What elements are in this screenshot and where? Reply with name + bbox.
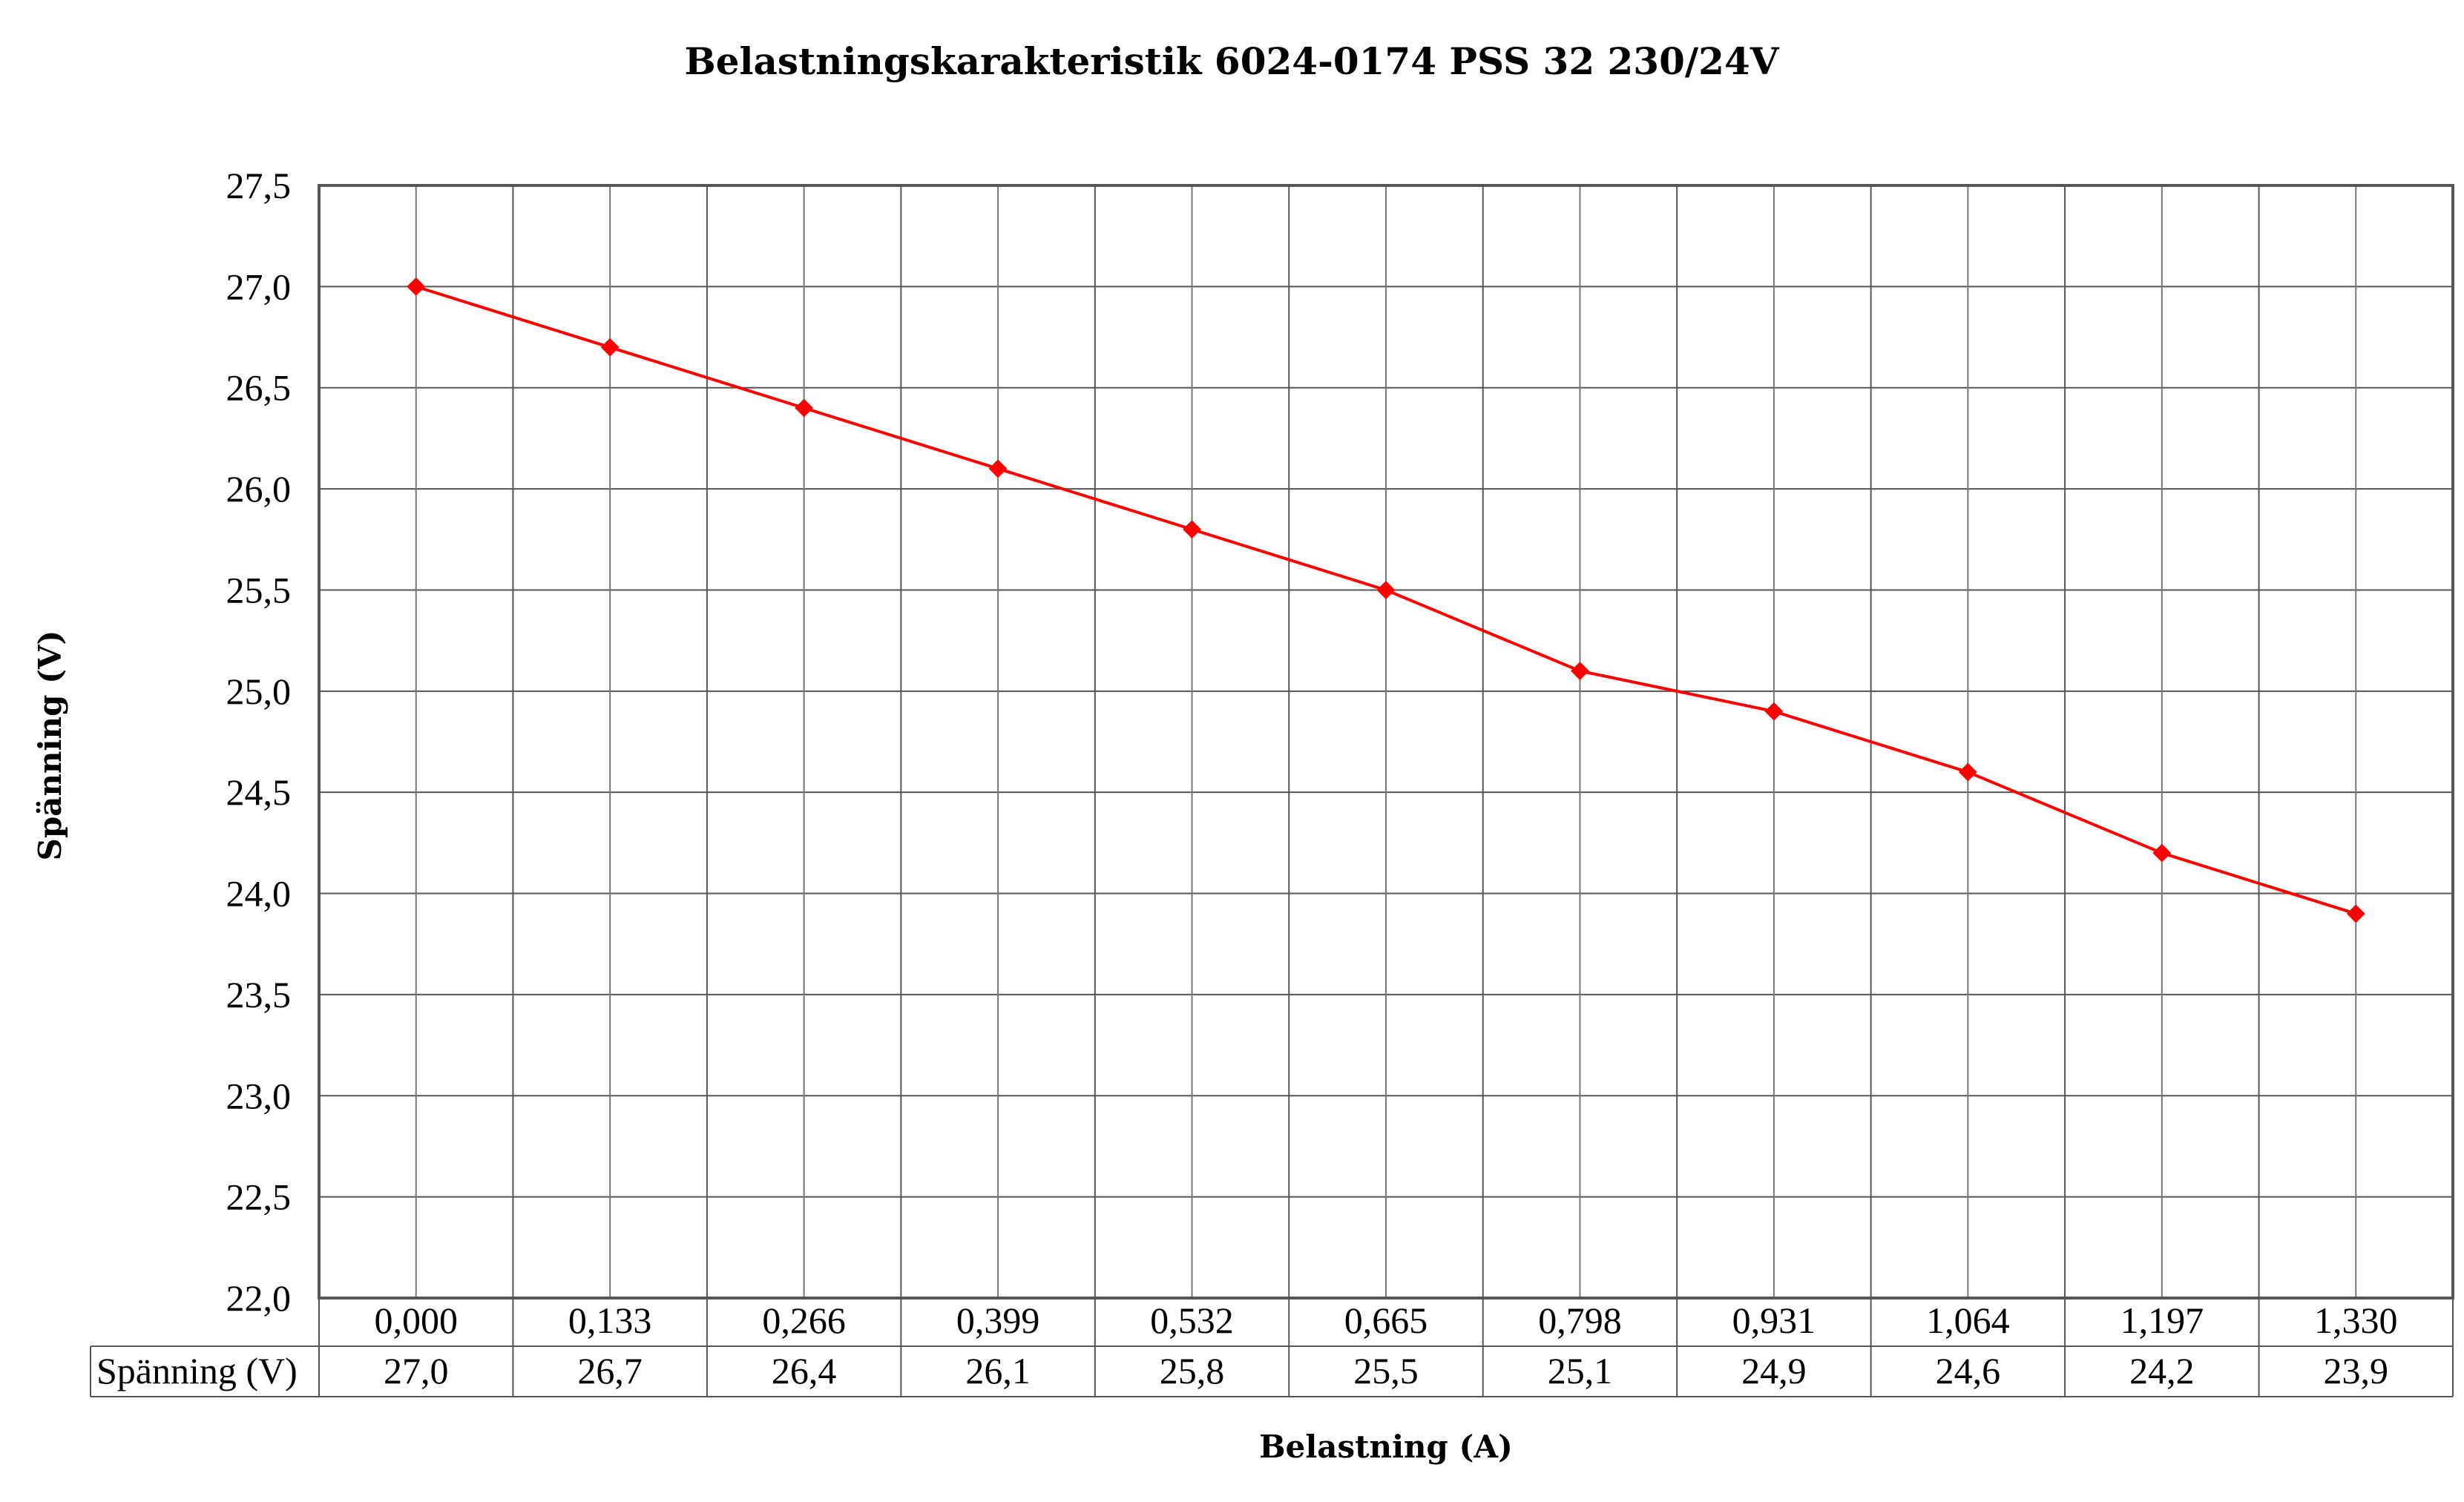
data-point-marker [600,337,620,357]
plot-area-border [318,184,2454,1300]
y-tick-label: 22,5 [226,1176,292,1218]
y-axis-ticks: 22,0 22,5 23,0 23,5 24,0 24,5 25,0 25,5 26,0 26,5… [226,165,292,1319]
data-point-marker [795,398,814,418]
chart-title: Belastningskarakteristik 6024-0174 PSS 3… [684,39,1779,83]
data-point-marker [1958,762,1977,782]
data-point-marker [1571,662,1589,680]
data-table-series-label: Spänning (V) [96,1350,298,1391]
data-point-marker [1376,581,1396,599]
x-tick-label: 0,000 [374,1300,458,1341]
data-table-value: 24,6 [1936,1350,2001,1391]
y-tick-label: 24,0 [226,873,292,915]
y-tick-label: 27,5 [226,165,292,206]
y-tick-label: 24,5 [226,771,292,813]
x-tick-label: 0,798 [1538,1300,1622,1341]
data-table-value: 23,9 [2324,1350,2389,1391]
y-tick-label: 23,5 [226,974,292,1015]
y-tick-label: 26,0 [226,468,292,510]
grid-lines [318,184,2454,1300]
data-point-marker [1183,520,1201,539]
data-point-marker [2346,904,2365,923]
y-tick-label: 22,0 [226,1277,292,1319]
x-tick-label: 1,330 [2314,1300,2398,1341]
data-table-value: 25,5 [1353,1350,1419,1391]
data-table-value: 26,1 [965,1350,1031,1391]
data-table-value: 24,9 [1741,1350,1807,1391]
data-table-value: 24,2 [2129,1350,2195,1391]
y-tick-label: 25,5 [226,569,292,610]
y-tick-label: 26,5 [226,367,292,409]
data-table-value: 27,0 [384,1350,449,1391]
y-tick-label: 23,0 [226,1075,292,1116]
x-tick-label: 0,532 [1150,1300,1234,1341]
data-point-marker [988,459,1008,478]
data-point-marker [1764,702,1784,721]
x-tick-label: 0,665 [1344,1300,1428,1341]
data-point-marker [407,277,426,296]
x-tick-label: 0,931 [1732,1300,1816,1341]
y-axis-title: Spänning (V) [32,630,68,861]
series-voltage [407,277,2365,923]
data-table-value: 25,1 [1548,1350,1613,1391]
x-tick-label: 0,133 [568,1300,652,1341]
data-table-value: 26,7 [577,1350,643,1391]
data-table-value: 26,4 [772,1350,837,1391]
x-tick-label: 0,266 [762,1300,846,1341]
x-tick-label: 0,399 [956,1300,1040,1341]
x-tick-label: 1,064 [1926,1300,2010,1341]
data-table-value: 25,8 [1160,1350,1225,1391]
x-axis-title: Belastning (A) [1259,1429,1513,1465]
data-point-marker [2152,843,2172,863]
data-table: 0,000 0,133 0,266 0,399 0,532 0,665 0,798 0,931… [90,1298,2454,1397]
y-tick-label: 27,0 [226,266,292,307]
y-tick-label: 25,0 [226,671,292,712]
x-tick-label: 1,197 [2120,1300,2204,1341]
